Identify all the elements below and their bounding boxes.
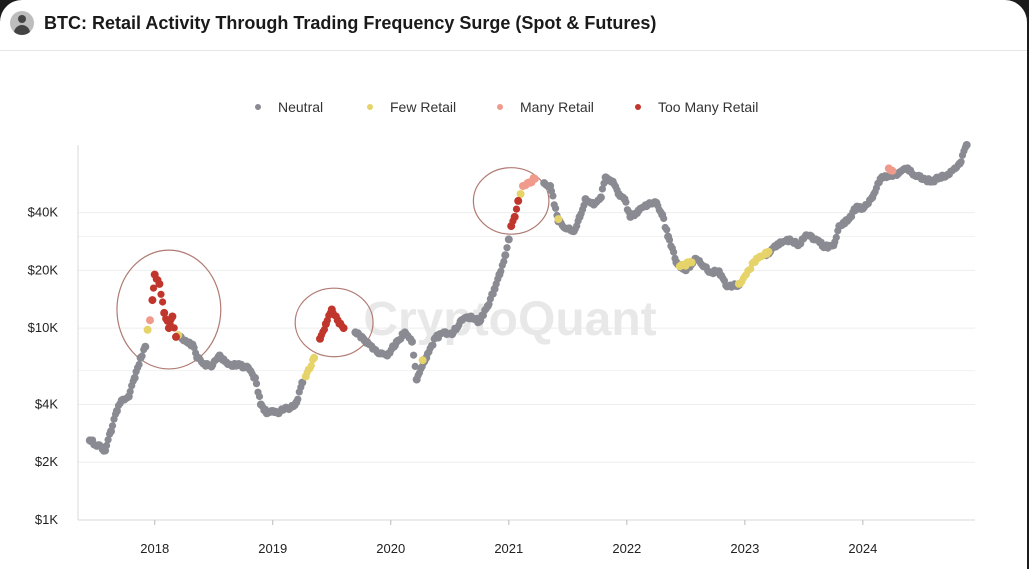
x-tick-label: 2018 <box>140 541 169 556</box>
data-point <box>172 333 180 341</box>
x-tick-label: 2024 <box>848 541 877 556</box>
y-axis-ticks: $1K $2K $4K $10K $20K $40K <box>28 205 59 527</box>
data-point <box>141 343 149 351</box>
legend-marker <box>367 104 373 110</box>
data-point <box>888 167 896 175</box>
data-point <box>833 234 840 241</box>
data-point <box>663 226 670 233</box>
data-point <box>765 248 773 256</box>
legend-label: Few Retail <box>390 99 456 115</box>
x-tick-label: 2023 <box>730 541 759 556</box>
legend-marker <box>635 104 641 110</box>
y-tick-label: $40K <box>28 205 59 220</box>
legend-marker <box>497 104 503 110</box>
data-point <box>517 190 525 198</box>
chart-title: BTC: Retail Activity Through Trading Fre… <box>44 13 656 34</box>
data-point <box>958 158 965 165</box>
legend-label: Many Retail <box>520 99 594 115</box>
data-point <box>531 175 539 183</box>
data-point <box>253 380 260 387</box>
y-tick-label: $1K <box>35 512 58 527</box>
data-point <box>131 374 139 382</box>
data-point <box>501 251 509 259</box>
data-point <box>340 324 348 332</box>
data-point <box>109 422 116 429</box>
data-point <box>670 249 677 256</box>
data-point <box>963 141 971 149</box>
x-axis-ticks: 2018 2019 2020 2021 2022 2023 2024 <box>140 520 877 556</box>
y-tick-label: $4K <box>35 396 58 411</box>
y-tick-label: $2K <box>35 454 58 469</box>
data-point <box>666 236 673 243</box>
user-avatar-icon[interactable] <box>10 11 34 35</box>
data-point <box>148 296 156 304</box>
data-point <box>660 215 667 222</box>
data-point <box>622 199 629 206</box>
data-point <box>429 342 436 349</box>
y-tick-label: $20K <box>28 262 59 277</box>
data-point <box>513 206 520 213</box>
data-point <box>159 298 166 305</box>
data-point <box>503 244 510 251</box>
data-point <box>408 338 416 346</box>
annotation-circle <box>117 250 221 369</box>
data-point <box>552 205 559 212</box>
data-point <box>157 291 164 298</box>
avatar-head <box>18 15 26 23</box>
legend-label: Too Many Retail <box>658 99 758 115</box>
data-point <box>597 193 605 201</box>
data-point <box>144 326 152 334</box>
data-point <box>688 258 696 266</box>
data-point <box>155 280 163 288</box>
data-point <box>136 361 143 368</box>
data-point <box>310 354 318 362</box>
data-point <box>419 356 427 364</box>
data-point <box>410 352 417 359</box>
x-tick-label: 2022 <box>612 541 641 556</box>
legend-label: Neutral <box>278 99 323 115</box>
x-tick-label: 2021 <box>494 541 523 556</box>
data-point <box>497 268 504 275</box>
data-point <box>146 316 154 324</box>
chart-header: BTC: Retail Activity Through Trading Fre… <box>0 0 1027 51</box>
data-point <box>139 352 146 359</box>
chart-plot: CryptoQuant Neutral Few Retail Many Retail… <box>0 50 1027 569</box>
data-point <box>514 197 522 205</box>
data-point <box>171 324 178 331</box>
legend: Neutral Few Retail Many Retail Too Many Ret… <box>255 99 758 115</box>
x-tick-label: 2020 <box>376 541 405 556</box>
data-point <box>554 215 562 223</box>
data-point <box>294 396 301 403</box>
annotation-circle <box>295 288 373 357</box>
data-point <box>256 393 263 400</box>
avatar-body <box>14 25 30 35</box>
data-point <box>511 213 519 221</box>
legend-marker <box>255 104 261 110</box>
data-point <box>168 313 176 321</box>
data-point <box>505 235 513 243</box>
x-tick-label: 2019 <box>258 541 287 556</box>
y-tick-label: $10K <box>28 320 59 335</box>
data-point <box>549 192 556 199</box>
